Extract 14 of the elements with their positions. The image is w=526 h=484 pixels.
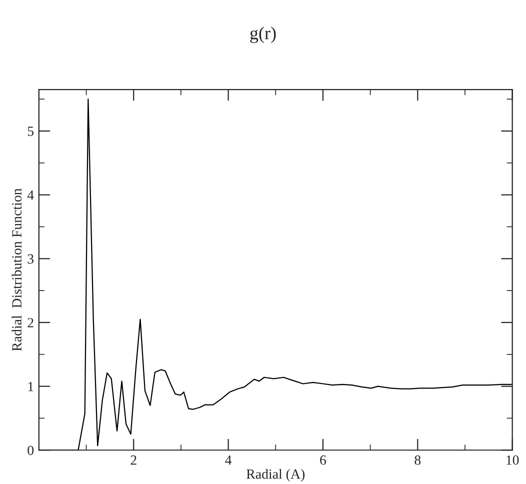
x-tick-label: 6	[320, 455, 326, 465]
y-tick-label: 5	[28, 126, 34, 136]
y-tick-label: 1	[28, 382, 34, 392]
x-tick-label: 2	[130, 455, 136, 465]
y-tick-label: 2	[28, 318, 34, 328]
y-tick-label: 0	[28, 446, 34, 456]
y-tick-label: 3	[28, 254, 34, 264]
y-tick-label: 4	[27, 190, 34, 200]
y-axis-title: Radial Distribution Function	[12, 188, 22, 352]
chart-title: g(r)	[250, 26, 276, 44]
x-tick-label: 10	[506, 455, 519, 465]
x-tick-label: 8	[414, 455, 421, 465]
x-axis-title: Radial (A)	[246, 468, 305, 482]
x-tick-label: 4	[225, 455, 232, 465]
